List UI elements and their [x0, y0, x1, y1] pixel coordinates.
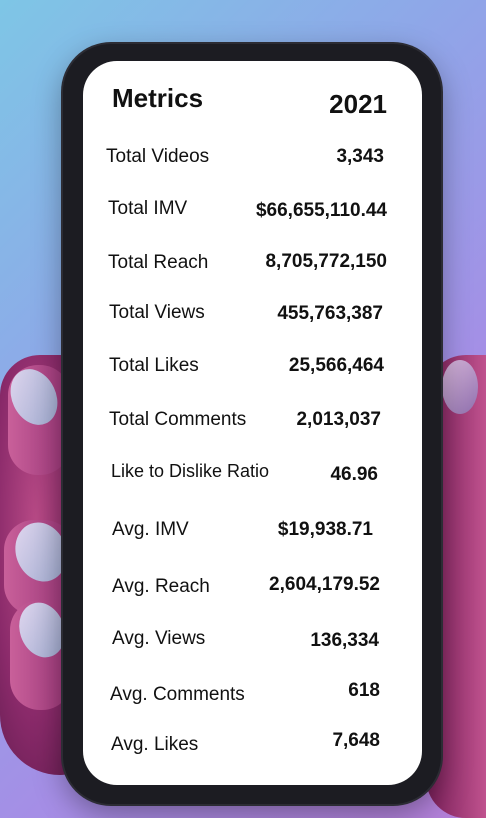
- metric-label-avg-imv: Avg. IMV: [112, 519, 189, 540]
- metric-value-total-videos: 3,343: [336, 146, 384, 167]
- metric-label-avg-comments: Avg. Comments: [110, 684, 245, 705]
- metric-label-total-imv: Total IMV: [108, 198, 188, 219]
- metric-label-avg-views: Avg. Views: [112, 628, 206, 649]
- year-label: 2021: [329, 89, 387, 119]
- metric-value-avg-imv: $19,938.71: [277, 519, 373, 540]
- metric-value-avg-views: 136,334: [310, 630, 379, 651]
- metric-label-like-dislike-ratio: Like to Dislike Ratio: [111, 461, 270, 481]
- metric-label-total-views: Total Views: [109, 302, 205, 323]
- metric-label-total-reach: Total Reach: [108, 252, 209, 273]
- metric-value-avg-reach: 2,604,179.52: [269, 574, 380, 595]
- metric-label-total-videos: Total Videos: [106, 146, 210, 167]
- fingernail: [442, 360, 478, 414]
- phone-screen: Metrics 2021 Total Videos 3,343 Total IM…: [83, 61, 422, 785]
- metric-label-avg-likes: Avg. Likes: [111, 734, 199, 755]
- metric-value-total-likes: 25,566,464: [288, 355, 384, 376]
- metrics-title: Metrics: [112, 83, 204, 113]
- metric-value-avg-comments: 618: [348, 680, 380, 701]
- metric-value-total-views: 455,763,387: [277, 303, 383, 324]
- metric-label-avg-reach: Avg. Reach: [112, 576, 210, 597]
- metric-value-total-comments: 2,013,037: [296, 409, 381, 430]
- metric-label-total-comments: Total Comments: [109, 409, 247, 430]
- metric-value-total-imv: $66,655,110.44: [255, 200, 387, 221]
- metric-value-like-dislike-ratio: 46.96: [330, 464, 378, 485]
- metric-label-total-likes: Total Likes: [109, 355, 199, 376]
- metric-value-total-reach: 8,705,772,150: [265, 251, 387, 272]
- metric-value-avg-likes: 7,648: [332, 730, 380, 751]
